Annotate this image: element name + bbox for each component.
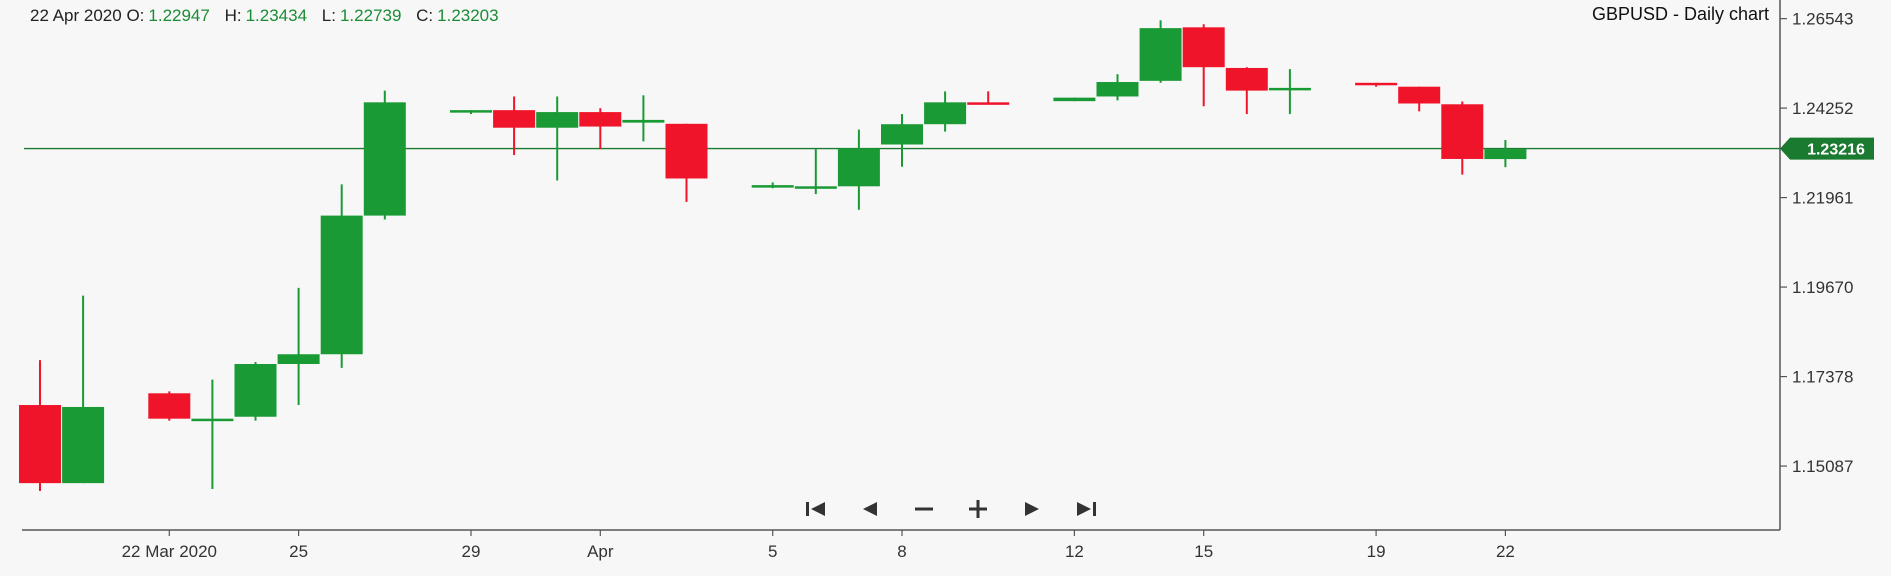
next-button[interactable]	[1016, 494, 1048, 524]
candle-body	[450, 110, 492, 113]
candle-body	[1225, 67, 1268, 91]
candle-body	[1053, 97, 1096, 102]
y-tick-label: 1.26543	[1792, 10, 1853, 29]
candle-body	[1441, 104, 1484, 159]
candle-body	[1268, 87, 1311, 91]
candle-body	[1355, 82, 1398, 86]
candle-body	[277, 354, 320, 365]
x-tick-label: 25	[289, 542, 308, 561]
candle-body	[1484, 149, 1527, 160]
candle-body	[622, 119, 665, 123]
candle-body	[967, 102, 1010, 105]
candle-body	[751, 185, 794, 188]
high-label: H:	[224, 6, 242, 25]
candle-body	[1182, 27, 1225, 68]
prev-icon	[863, 502, 877, 516]
y-tick-label: 1.19670	[1792, 278, 1853, 297]
x-tick-label: 12	[1065, 542, 1084, 561]
low-value: 1.22739	[339, 6, 402, 25]
y-tick-label: 1.21961	[1792, 189, 1853, 208]
candle-body	[1398, 86, 1441, 104]
first-button[interactable]	[800, 494, 832, 524]
zoom-out-button[interactable]	[908, 494, 940, 524]
candle-body	[148, 393, 191, 419]
high-value: 1.23434	[245, 6, 308, 25]
chart-title: GBPUSD - Daily chart	[1591, 4, 1769, 24]
candle-body	[1096, 82, 1139, 97]
low-label: L:	[321, 6, 336, 25]
next-icon	[1025, 502, 1039, 516]
candle-body	[924, 102, 967, 125]
candle-body	[191, 418, 234, 422]
ohlc-readout: 22 Apr 2020 O: 1.22947 H: 1.23434 L: 1.2273…	[30, 6, 509, 26]
chart-navigation	[800, 494, 1102, 524]
candle-body	[363, 102, 406, 216]
x-tick-label: 29	[462, 542, 481, 561]
x-tick-label: 15	[1194, 542, 1213, 561]
open-label: O:	[126, 6, 145, 25]
current-price-label: 1.23216	[1807, 142, 1865, 159]
zoom-in-icon	[969, 500, 987, 518]
current-price-tag	[1780, 137, 1874, 160]
candle-body	[62, 406, 105, 484]
x-tick-label: Apr	[587, 542, 614, 561]
candle-body	[837, 148, 880, 187]
last-button[interactable]	[1070, 494, 1102, 524]
ohlc-date: 22 Apr 2020	[30, 6, 122, 25]
candle-body	[234, 364, 277, 417]
open-value: 1.22947	[148, 6, 210, 25]
candle-body	[19, 405, 61, 484]
y-tick-label: 1.17378	[1792, 368, 1853, 387]
candle-body	[320, 215, 363, 355]
close-value: 1.23203	[437, 6, 499, 25]
zoom-in-button[interactable]	[962, 494, 994, 524]
close-label: C:	[416, 6, 434, 25]
prev-button[interactable]	[854, 494, 886, 524]
y-tick-label: 1.15087	[1792, 457, 1853, 476]
first-icon	[806, 502, 825, 516]
x-tick-label: 19	[1367, 542, 1386, 561]
candle-body	[665, 123, 708, 179]
last-icon	[1077, 502, 1096, 516]
x-tick-label: 8	[897, 542, 906, 561]
zoom-out-icon	[915, 507, 933, 511]
x-tick-label: 22 Mar 2020	[122, 542, 217, 561]
candle-body	[493, 110, 536, 128]
candle-body	[536, 112, 579, 128]
candle-body	[579, 112, 622, 127]
x-tick-label: 22	[1496, 542, 1515, 561]
candle-body	[881, 124, 923, 145]
candle-body	[794, 186, 837, 189]
candle-body	[1139, 28, 1182, 81]
y-tick-label: 1.24252	[1792, 99, 1853, 118]
x-tick-label: 5	[768, 542, 777, 561]
